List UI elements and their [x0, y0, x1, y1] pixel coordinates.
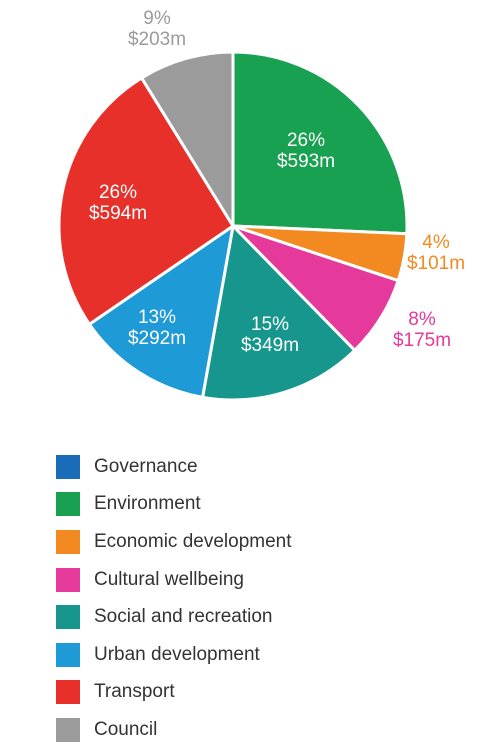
- slice-label-social-and-recreation: 15% $349m: [241, 314, 299, 356]
- slice-percent: 9%: [143, 8, 171, 29]
- legend-item-social-and-recreation: Social and recreation: [56, 598, 292, 636]
- slice-label-environment: 26% $593m: [277, 130, 335, 172]
- slice-percent: 4%: [422, 232, 450, 253]
- slice-label-economic-development: 4% $101m: [407, 232, 465, 274]
- slice-percent: 26%: [99, 182, 137, 203]
- pie-slice-social-and-recreation: [201, 224, 357, 402]
- slice-amount: $594m: [89, 203, 147, 224]
- legend-swatch: [56, 642, 80, 667]
- legend-item-environment: Environment: [56, 486, 292, 524]
- legend-swatch: [56, 717, 80, 742]
- legend-label: Cultural wellbeing: [94, 568, 244, 590]
- legend-swatch: [56, 454, 80, 479]
- pie-slice-environment: [231, 50, 409, 236]
- pie-slice-transport: [57, 76, 235, 326]
- slice-amount: $292m: [128, 328, 186, 349]
- slice-amount: $101m: [407, 253, 465, 274]
- legend-swatch: [56, 492, 80, 517]
- slice-label-transport: 26% $594m: [89, 182, 147, 224]
- slice-label-council: 9% $203m: [128, 8, 186, 50]
- legend-swatch: [56, 605, 80, 630]
- legend-label: Council: [94, 718, 158, 740]
- slice-amount: $349m: [241, 335, 299, 356]
- legend-item-economic-development: Economic development: [56, 523, 292, 561]
- legend-swatch: [56, 529, 80, 554]
- legend-label: Economic development: [94, 530, 292, 552]
- pie-slice-council: [140, 50, 235, 228]
- slice-label-cultural-wellbeing: 8% $175m: [393, 309, 451, 351]
- legend-label: Urban development: [94, 643, 260, 665]
- legend-label: Environment: [94, 493, 201, 515]
- slice-percent: 26%: [287, 130, 325, 151]
- legend-label: Social and recreation: [94, 606, 273, 628]
- legend-swatch: [56, 680, 80, 705]
- slice-amount: $175m: [393, 330, 451, 351]
- legend-item-transport: Transport: [56, 674, 292, 712]
- slice-amount: $593m: [277, 151, 335, 172]
- legend-label: Governance: [94, 455, 198, 477]
- legend-label: Transport: [94, 681, 175, 703]
- pie-slice-urban-development: [87, 224, 235, 399]
- legend-item-cultural-wellbeing: Cultural wellbeing: [56, 561, 292, 599]
- slice-percent: 15%: [251, 314, 289, 335]
- legend-item-governance: Governance: [56, 448, 292, 486]
- slice-percent: 8%: [408, 309, 436, 330]
- legend-item-urban-development: Urban development: [56, 636, 292, 674]
- chart-legend: Governance Environment Economic developmen…: [56, 448, 292, 749]
- legend-item-council: Council: [56, 711, 292, 749]
- slice-amount: $203m: [128, 29, 186, 50]
- legend-swatch: [56, 567, 80, 592]
- slice-label-urban-development: 13% $292m: [128, 307, 186, 349]
- slice-percent: 13%: [138, 307, 176, 328]
